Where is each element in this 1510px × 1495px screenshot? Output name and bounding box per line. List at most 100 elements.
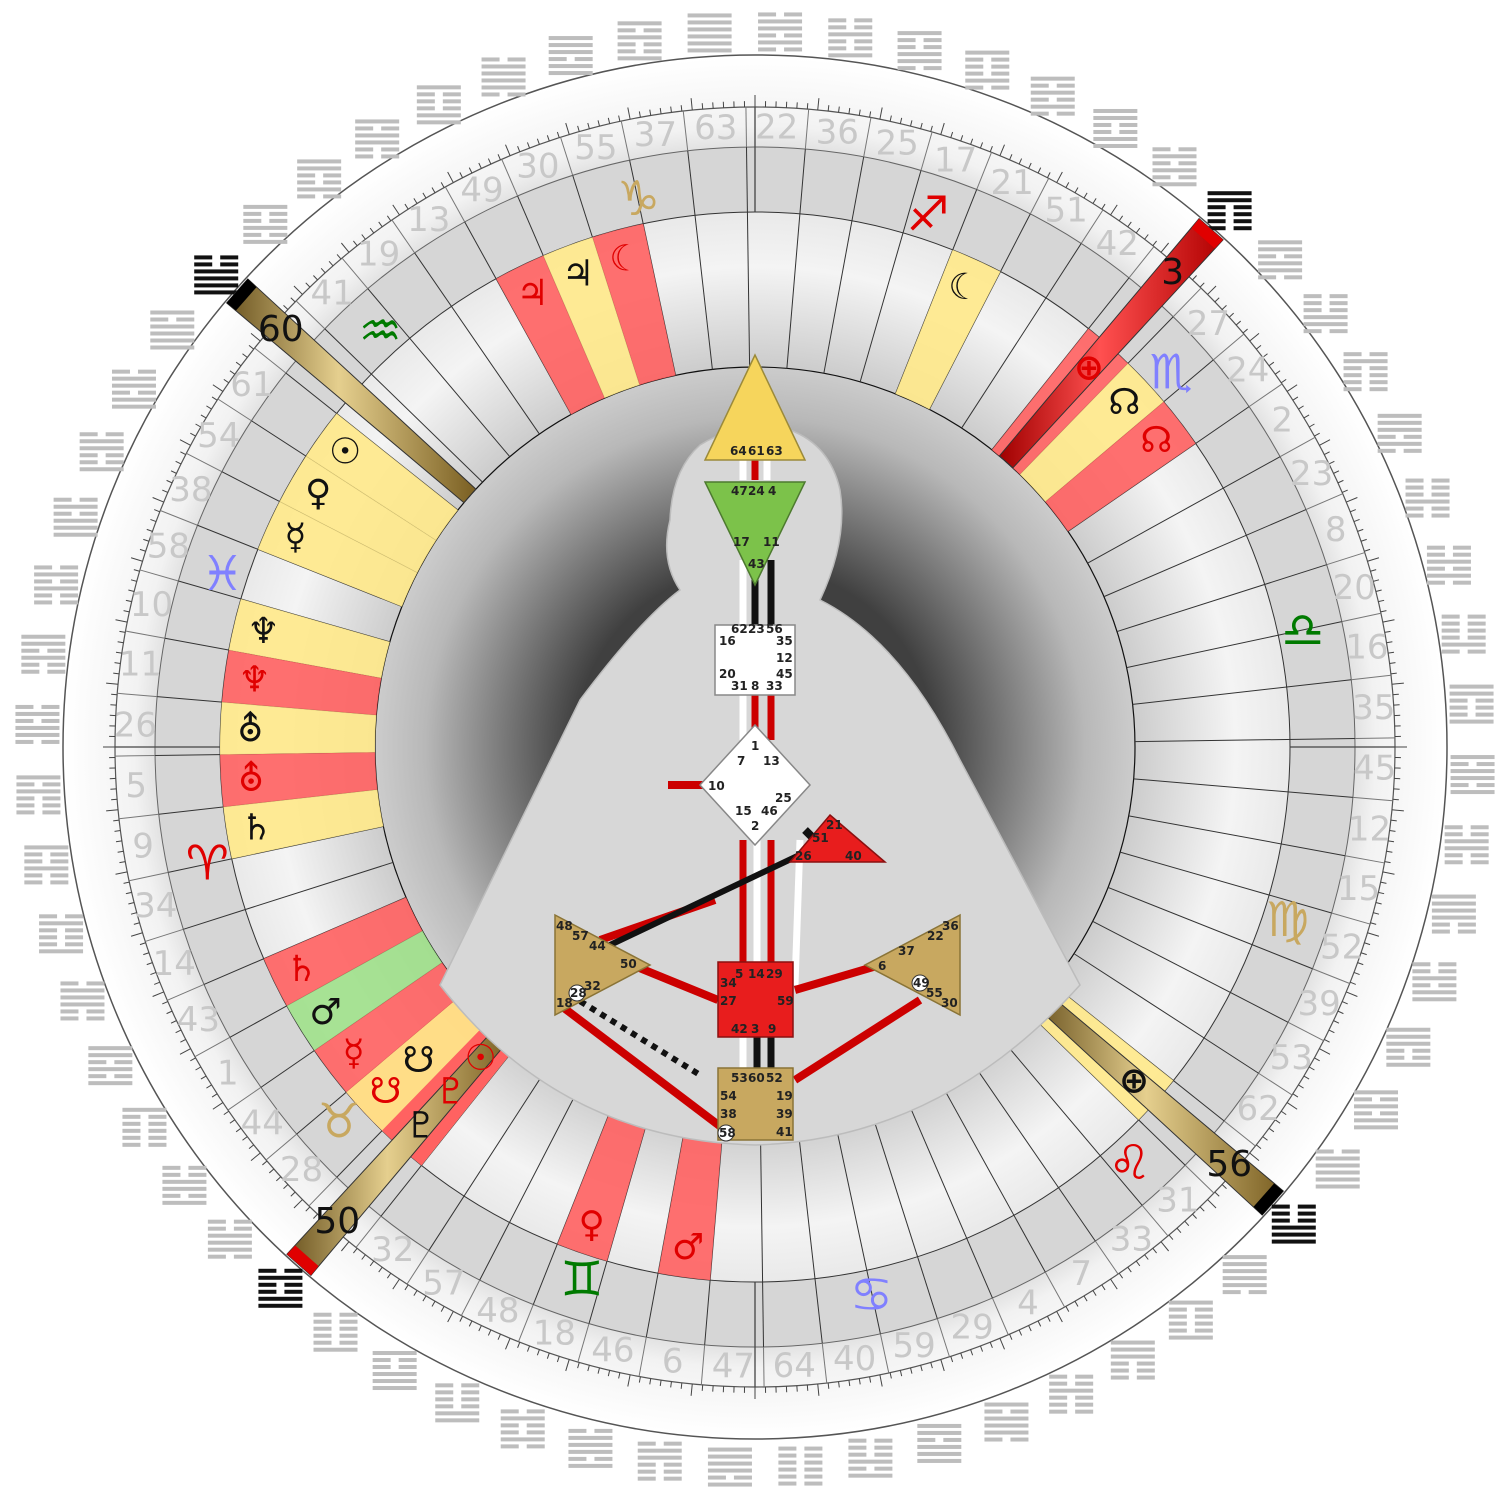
activation-wedge xyxy=(228,598,390,679)
hexagram-line xyxy=(1377,441,1422,446)
gate-label: 59 xyxy=(777,994,794,1008)
activation-wedge xyxy=(543,237,640,399)
spoke xyxy=(833,1118,881,1334)
hexagram-line xyxy=(1168,1328,1187,1333)
tick xyxy=(1255,1144,1262,1149)
tick xyxy=(1152,240,1157,247)
hexagram-line xyxy=(1431,492,1450,497)
hexagram-line xyxy=(897,31,942,36)
hexagram-line xyxy=(60,593,79,598)
hexagram-icon xyxy=(1152,147,1197,187)
hexagram-line xyxy=(60,981,79,986)
hexagram-line xyxy=(984,1423,1029,1428)
tick xyxy=(1382,871,1395,875)
hexagram-line xyxy=(943,1437,962,1442)
hexagram-line xyxy=(828,18,847,23)
virgo-icon: ♍ xyxy=(1266,892,1309,948)
hexagram-line xyxy=(1449,698,1468,703)
hexagram-line xyxy=(526,1423,545,1428)
gate-label: 4 xyxy=(768,484,776,498)
hexagram-line xyxy=(1152,147,1171,152)
hexagram-icon xyxy=(1449,684,1494,724)
hexagram-line xyxy=(137,369,156,374)
hexagram-line xyxy=(50,880,69,885)
hexagram-line xyxy=(88,1067,133,1072)
tick xyxy=(1199,1206,1205,1212)
sun-icon: ☉ xyxy=(465,1038,497,1079)
tick xyxy=(979,142,984,149)
tick xyxy=(115,651,123,654)
hexagram-line xyxy=(848,1466,867,1471)
tick xyxy=(858,109,861,116)
hexagram-line xyxy=(372,1386,417,1391)
tick xyxy=(353,1247,358,1254)
hexagram-line xyxy=(1303,315,1348,320)
tick xyxy=(447,171,454,183)
hexagram-line xyxy=(984,1416,1029,1421)
hexagram-line xyxy=(548,43,593,48)
tick xyxy=(1262,1136,1268,1141)
gate-label: 63 xyxy=(766,444,783,458)
tick xyxy=(128,589,135,592)
gate-number: 27 xyxy=(1187,304,1230,344)
spoke xyxy=(501,159,519,197)
hexagram-line xyxy=(243,232,262,237)
earth-icon: ⊕ xyxy=(1119,1060,1149,1101)
hexagram-line xyxy=(1297,1218,1316,1223)
hexagram-line xyxy=(687,27,732,32)
hexagram-line xyxy=(848,1473,893,1478)
tick xyxy=(989,1342,993,1348)
hexagram-line xyxy=(65,935,84,940)
hexagram-line xyxy=(176,317,195,322)
hexagram-line xyxy=(41,718,60,723)
hexagram-line xyxy=(194,290,239,295)
tick xyxy=(1249,332,1260,342)
activation-wedge xyxy=(221,650,382,716)
tick xyxy=(1367,932,1380,937)
tick xyxy=(305,1206,311,1212)
gate-label: 38 xyxy=(720,1107,737,1121)
tick xyxy=(1380,610,1387,613)
hexagram-line xyxy=(1405,492,1424,497)
gate-label: 47 xyxy=(731,484,748,498)
hexagram-line xyxy=(105,432,124,437)
hexagram-line xyxy=(162,1179,207,1184)
spoke xyxy=(1312,968,1350,984)
tick xyxy=(827,1382,830,1389)
jupiter-icon: ♃ xyxy=(516,273,548,314)
gate-number: 13 xyxy=(407,200,450,240)
hexagram-line xyxy=(1467,621,1486,626)
hexagram-line xyxy=(1343,352,1362,357)
hexagram-line xyxy=(1194,1321,1213,1326)
hexagram-line xyxy=(442,106,461,111)
tick xyxy=(313,275,318,281)
hexagram-line xyxy=(687,20,732,25)
tick xyxy=(1375,902,1382,905)
hexagram-line xyxy=(917,1444,962,1449)
gemini-icon: ♊ xyxy=(560,1252,603,1308)
hexagram-line xyxy=(1438,983,1457,988)
saturn-icon: ♄ xyxy=(240,808,272,849)
hexagram-line xyxy=(297,187,342,192)
tick xyxy=(1135,227,1141,234)
hexagram-line xyxy=(1450,762,1469,767)
gate-label: 20 xyxy=(719,667,736,681)
tick xyxy=(1387,840,1395,843)
tick xyxy=(106,809,119,812)
hexagram-line xyxy=(1119,129,1138,134)
hexagram-line xyxy=(548,64,593,69)
tick xyxy=(361,1254,366,1260)
hexagram-icon xyxy=(1049,1374,1094,1414)
gate-label: 25 xyxy=(775,791,792,805)
uranus-icon: ⛢ xyxy=(237,709,263,750)
hexagram-line xyxy=(500,1409,519,1414)
tick xyxy=(143,952,150,956)
hexagram-line xyxy=(707,1482,752,1487)
hexagram-line xyxy=(1444,846,1489,851)
hexagram-line xyxy=(42,782,61,787)
hexagram-line xyxy=(194,283,239,288)
tick xyxy=(556,131,560,138)
hexagram-icon xyxy=(984,1402,1029,1442)
hexagram-icon xyxy=(707,1447,752,1487)
hexagram-line xyxy=(574,57,593,62)
